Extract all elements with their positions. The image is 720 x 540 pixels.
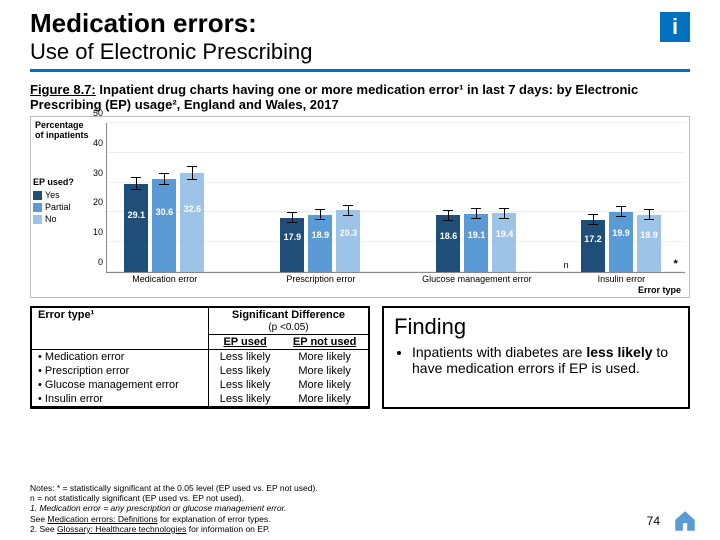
th-error-type: Error type¹: [32, 308, 208, 350]
legend-swatch: [33, 191, 42, 200]
bar: 32.6: [180, 173, 204, 272]
finding-text: Inpatients with diabetes are less likely…: [394, 344, 678, 376]
cell-ep-used: Less likely: [208, 378, 281, 392]
cell-ep-not-used: More likely: [281, 378, 368, 392]
legend-item: Yes: [33, 190, 74, 200]
table-row: • Insulin errorLess likelyMore likely: [32, 392, 368, 407]
x-category-label: Insulin error: [598, 274, 646, 284]
significance-star: *: [673, 258, 677, 270]
legend-item: Partial: [33, 202, 74, 212]
th-sig-diff: Significant Difference(p <0.05): [208, 308, 368, 335]
y-axis-label: Percentageof inpatients: [35, 121, 89, 141]
title-main: Medication errors:: [30, 8, 690, 39]
row-label: • Prescription error: [32, 364, 208, 378]
cell-ep-used: Less likely: [208, 364, 281, 378]
page-number: 74: [647, 514, 660, 528]
bar: 20.3: [336, 210, 360, 272]
chart-plot: 0102030405029.130.632.6Medication error*…: [106, 123, 685, 273]
cell-ep-not-used: More likely: [281, 364, 368, 378]
bar-value: 18.9: [640, 230, 658, 240]
bar-group: 18.6 19.1 19.4: [436, 213, 516, 272]
figure-caption-text: Inpatient drug charts having one or more…: [30, 82, 638, 112]
legend-swatch: [33, 215, 42, 224]
finding-title: Finding: [394, 314, 678, 340]
lower-row: Error type¹ Significant Difference(p <0.…: [0, 302, 720, 409]
bar: 19.4: [492, 213, 516, 272]
figure-number: Figure 8.7:: [30, 82, 96, 97]
bar-value: 29.1: [128, 210, 146, 220]
th-ep-not-used: EP not used: [281, 335, 368, 350]
bar: 19.9: [609, 212, 633, 272]
bar-group: 17.2 19.9 18.9: [581, 212, 661, 272]
th-ep-used: EP used: [208, 335, 281, 350]
bar-group: 17.9 18.9 20.3: [280, 210, 360, 272]
bar-value: 19.1: [468, 230, 486, 240]
footnotes: Notes: * = statistically significant at …: [30, 483, 530, 534]
table-row: • Glucose management errorLess likelyMor…: [32, 378, 368, 392]
bar: 19.1: [464, 214, 488, 272]
bar-group: 29.1 30.6 32.6: [124, 173, 204, 272]
significance-table: Error type¹ Significant Difference(p <0.…: [30, 306, 370, 409]
row-label: • Medication error: [32, 350, 208, 365]
significance-n: n: [564, 260, 569, 270]
bar-value: 18.9: [312, 230, 330, 240]
title-sub: Use of Electronic Prescribing: [30, 39, 690, 72]
chart-area: Percentageof inpatients EP used? Yes Part…: [30, 116, 690, 298]
legend-title: EP used?: [33, 177, 74, 187]
cell-ep-used: Less likely: [208, 392, 281, 407]
bar-value: 30.6: [156, 207, 174, 217]
bar-value: 17.2: [584, 234, 602, 244]
x-category-label: Prescription error: [286, 274, 355, 284]
legend-item: No: [33, 214, 74, 224]
cell-ep-not-used: More likely: [281, 392, 368, 407]
home-icon[interactable]: [672, 508, 698, 534]
legend-label: Partial: [45, 202, 71, 212]
legend-label: No: [45, 214, 57, 224]
info-icon[interactable]: i: [660, 12, 690, 42]
row-label: • Glucose management error: [32, 378, 208, 392]
bar: 17.9: [280, 218, 304, 272]
bar-value: 17.9: [284, 232, 302, 242]
bar-value: 19.9: [612, 228, 630, 238]
x-category-label: Glucose management error: [422, 274, 532, 284]
row-label: • Insulin error: [32, 392, 208, 407]
table-row: • Medication errorLess likelyMore likely: [32, 350, 368, 365]
bar-value: 32.6: [184, 204, 202, 214]
bar-value: 19.4: [496, 229, 514, 239]
legend-label: Yes: [45, 190, 60, 200]
x-axis-label: Error type: [638, 285, 681, 295]
bar: 17.2: [581, 220, 605, 272]
bar-value: 20.3: [340, 228, 358, 238]
bar-value: 18.6: [440, 231, 458, 241]
cell-ep-not-used: More likely: [281, 350, 368, 365]
finding-box: Finding Inpatients with diabetes are les…: [382, 306, 690, 409]
bar: 18.9: [308, 215, 332, 272]
legend-swatch: [33, 203, 42, 212]
bar: 18.6: [436, 215, 460, 272]
bar: 29.1: [124, 184, 148, 272]
slide-header: Medication errors: Use of Electronic Pre…: [0, 0, 720, 76]
table-row: • Prescription errorLess likelyMore like…: [32, 364, 368, 378]
figure-caption: Figure 8.7: Inpatient drug charts having…: [0, 76, 720, 114]
cell-ep-used: Less likely: [208, 350, 281, 365]
bar: 18.9: [637, 215, 661, 272]
x-category-label: Medication error: [132, 274, 197, 284]
bar: 30.6: [152, 179, 176, 272]
legend: EP used? Yes Partial No: [33, 177, 74, 226]
